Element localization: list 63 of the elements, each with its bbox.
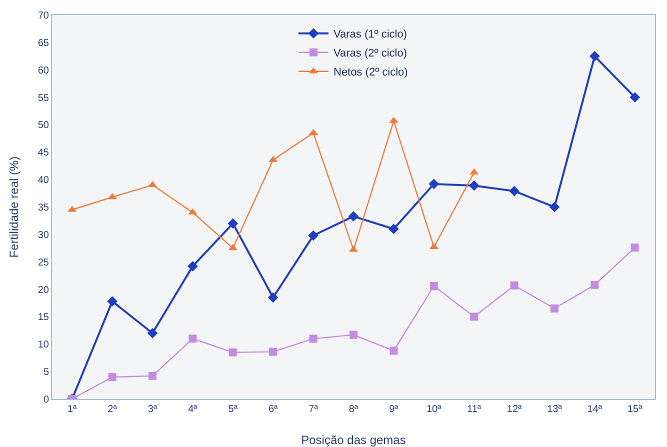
y-tick-label: 55	[38, 92, 50, 104]
x-tick-label: 1ª	[67, 404, 78, 415]
point	[188, 261, 198, 272]
point	[148, 372, 156, 380]
point	[108, 373, 116, 382]
y-tick-label: 0	[43, 394, 50, 406]
point	[268, 292, 278, 303]
x-tick-label: 15ª	[627, 404, 643, 415]
point	[468, 180, 480, 191]
y-tick-label: 70	[38, 10, 50, 22]
point	[350, 330, 358, 339]
y-tick-label: 50	[38, 120, 50, 132]
point	[269, 348, 278, 356]
x-tick-label: 11ª	[467, 404, 482, 415]
y-tick-label: 10	[38, 340, 50, 351]
point	[348, 211, 359, 222]
x-tick-label: 12ª	[506, 404, 522, 415]
y-tick-label: 35	[38, 202, 50, 214]
y-tick-label: 5	[43, 367, 50, 378]
point	[228, 348, 237, 356]
point	[550, 304, 558, 312]
x-tick-label: 10ª	[426, 404, 442, 415]
x-tick-label: 9ª	[389, 404, 399, 415]
y-tick-label: 25	[38, 257, 50, 268]
point	[309, 334, 318, 343]
y-tick-label: 40	[38, 175, 50, 186]
x-tick-label: 5ª	[228, 404, 238, 415]
y-tick-label: 65	[38, 38, 50, 49]
y-tick-label: 45	[38, 148, 50, 159]
x-tick-label: 8ª	[348, 404, 358, 415]
point	[147, 328, 158, 338]
x-tick-label: 2ª	[108, 404, 118, 415]
point	[470, 312, 478, 321]
point	[107, 296, 118, 307]
point	[630, 92, 640, 102]
point	[308, 230, 318, 241]
x-axis-title: Posição das gemas	[301, 433, 406, 447]
x-tick-label: 13ª	[547, 404, 562, 415]
y-tick-label: 60	[38, 65, 50, 76]
y-tick-label: 30	[38, 230, 50, 241]
point	[428, 178, 440, 190]
point	[430, 282, 438, 290]
x-tick-label: 4ª	[188, 404, 198, 415]
x-tick-label: 6ª	[268, 404, 278, 415]
point	[509, 186, 520, 196]
point	[549, 202, 560, 212]
y-tick-label: 15	[38, 312, 50, 324]
x-tick-label: 7ª	[308, 404, 318, 415]
y-tick-label: 20	[38, 284, 50, 296]
x-tick-label: 14ª	[587, 404, 602, 415]
legend-label: Varas (2º ciclo)	[334, 48, 407, 60]
point	[388, 224, 399, 234]
point	[630, 244, 639, 252]
point	[510, 281, 518, 290]
point	[188, 334, 197, 343]
y-axis-title: Fertilidade real (%)	[7, 156, 21, 258]
point	[590, 280, 599, 289]
x-tick-label: 3ª	[148, 404, 158, 415]
point	[228, 218, 238, 229]
legend-label: Varas (1º ciclo)	[334, 28, 407, 41]
point	[390, 346, 398, 355]
point	[590, 50, 600, 62]
legend-label: Netos (2º ciclo)	[334, 66, 408, 79]
